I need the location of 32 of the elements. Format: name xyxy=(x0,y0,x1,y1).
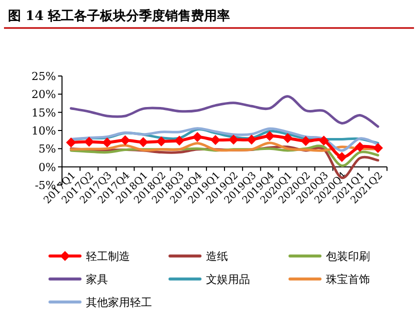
point xyxy=(228,134,239,145)
point xyxy=(354,142,365,152)
legend-label: 家具 xyxy=(86,273,108,286)
y-tick-label: 15% xyxy=(32,106,56,120)
y-tick-label: 25% xyxy=(32,70,56,83)
point xyxy=(336,152,347,162)
legend-label: 造纸 xyxy=(206,250,228,263)
point xyxy=(318,136,329,146)
title: 图 14 轻工各子板块分季度销售费用率 xyxy=(8,9,230,24)
point xyxy=(282,133,293,144)
point xyxy=(84,136,94,147)
point xyxy=(138,137,148,148)
point xyxy=(66,137,76,148)
y-tick-label: 10% xyxy=(32,124,56,138)
point xyxy=(210,134,220,145)
y-tick-label: 5% xyxy=(38,142,56,156)
point xyxy=(300,136,311,146)
point xyxy=(264,130,275,141)
y-tick-label: 0% xyxy=(38,160,56,174)
legend-label: 轻工制造 xyxy=(86,250,130,263)
y-tick-label: 20% xyxy=(32,88,56,102)
legend-label: 包装印刷 xyxy=(326,250,370,263)
point xyxy=(156,136,166,146)
legend-label: 珠宝首饰 xyxy=(326,273,370,286)
point xyxy=(102,137,112,148)
point xyxy=(246,134,257,145)
point xyxy=(192,132,202,142)
point xyxy=(174,136,184,146)
point xyxy=(120,135,130,146)
legend-label: 其他家用轻工 xyxy=(86,296,152,309)
legend-label: 文娱用品 xyxy=(206,273,250,286)
point xyxy=(372,142,383,153)
